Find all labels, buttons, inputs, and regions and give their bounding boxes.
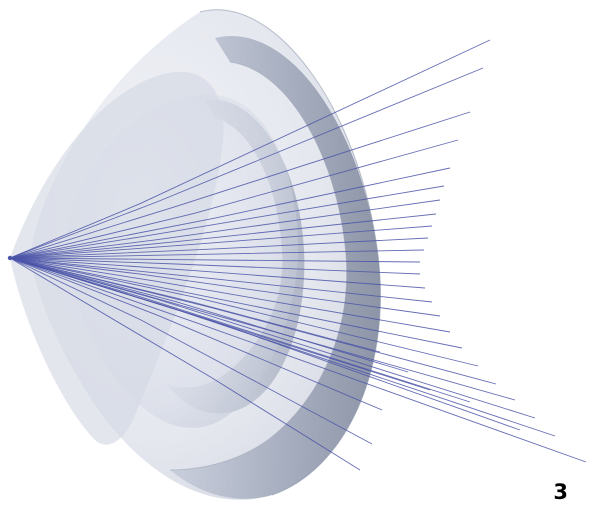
light-ray <box>9 167 451 259</box>
light-ray <box>9 257 431 391</box>
light-ray <box>9 257 441 317</box>
light-ray <box>9 257 373 445</box>
outer-cup-outline <box>199 9 381 496</box>
light-ray <box>9 67 484 259</box>
light-ray <box>9 257 421 275</box>
light-ray <box>9 257 421 263</box>
light-ray <box>9 185 445 259</box>
light-rays <box>9 39 587 471</box>
figure-number-label: 3 <box>553 480 568 504</box>
light-ray <box>9 199 441 259</box>
light-ray <box>9 257 409 373</box>
light-ray <box>9 257 383 411</box>
inner-opening-outline <box>169 61 348 471</box>
light-ray <box>9 257 381 353</box>
light-ray <box>9 257 433 303</box>
light-ray <box>9 257 426 289</box>
light-ray <box>9 225 433 259</box>
light-ray <box>9 249 425 259</box>
light-ray <box>9 257 479 367</box>
front-surface <box>10 71 224 445</box>
light-ray <box>9 257 587 463</box>
light-ray <box>9 111 471 259</box>
light-source-point <box>7 255 13 261</box>
light-ray <box>9 213 437 259</box>
light-ray <box>9 257 451 333</box>
light-ray <box>9 257 536 419</box>
light-ray <box>9 257 361 471</box>
light-ray <box>9 237 429 259</box>
light-ray <box>9 139 459 259</box>
outer-rim-ring <box>170 36 381 499</box>
light-ray <box>9 39 491 259</box>
light-ray <box>9 257 463 349</box>
